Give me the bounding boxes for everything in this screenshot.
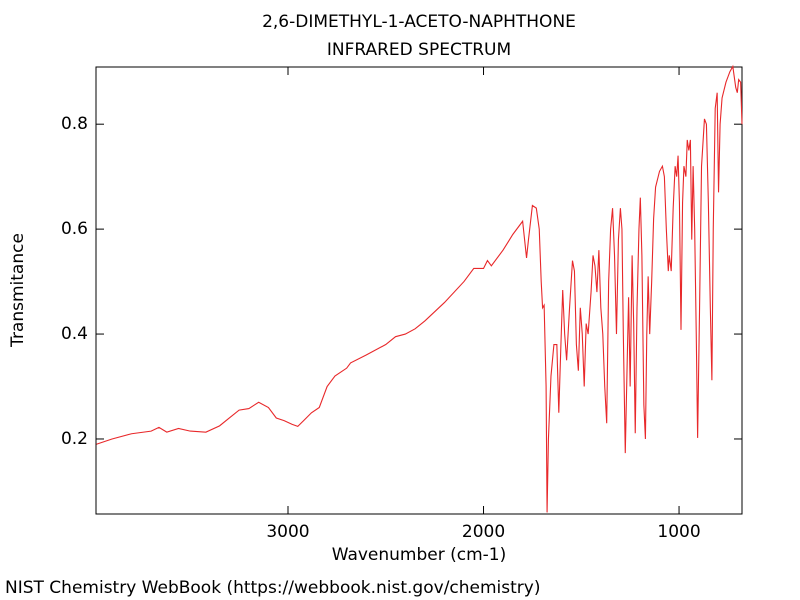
footer: NIST Chemistry WebBook (https://webbook.… [5, 578, 540, 598]
y-tick-label: 0.2 [61, 429, 88, 449]
chart-title: 2,6-DIMETHYL-1-ACETO-NAPHTHONE [262, 12, 576, 32]
spectrum-line [96, 64, 743, 513]
plot-frame [95, 66, 743, 515]
y-axis-label: Transmitance [8, 233, 28, 348]
x-axis-label: Wavenumber (cm-1) [332, 545, 507, 565]
x-tick-label: 3000 [266, 522, 309, 542]
x-tick-label: 1000 [657, 522, 700, 542]
chart-subtitle: INFRARED SPECTRUM [327, 40, 511, 60]
y-tick-label: 0.6 [61, 219, 88, 239]
y-tick-label: 0.4 [61, 324, 88, 344]
x-tick-label: 2000 [462, 522, 505, 542]
y-tick-label: 0.8 [61, 114, 88, 134]
